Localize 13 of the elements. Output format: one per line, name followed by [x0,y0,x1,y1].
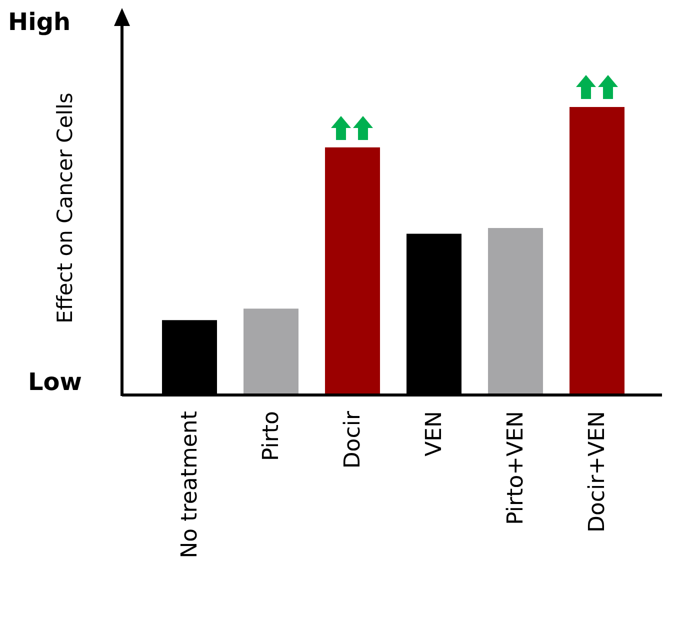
text: High [8,8,71,36]
y-axis-title: Effect on Cancer Cells [53,92,77,324]
x-tick-label: Pirto+VEN [503,411,528,525]
text: Low [28,368,82,396]
bar [244,308,298,395]
x-tick-label: No treatment [177,410,202,558]
x-tick-label: VEN [422,411,447,456]
bar [325,147,380,395]
x-tick-label: Pirto [258,411,284,462]
bar [570,107,624,395]
bar [488,228,543,395]
x-tick-label: Docir [340,410,366,469]
x-tick-label: Docir+VEN [584,411,610,532]
